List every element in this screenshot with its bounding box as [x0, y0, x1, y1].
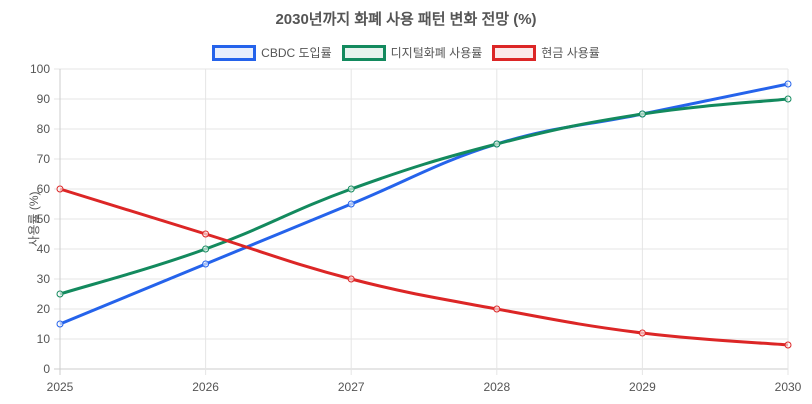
y-tick-label: 100: [30, 62, 50, 76]
y-tick-label: 40: [37, 242, 51, 256]
data-point-digital[interactable]: [56, 290, 64, 298]
legend-item-digital[interactable]: 디지털화폐 사용률: [341, 44, 483, 61]
legend-swatch-cbdc: [212, 44, 257, 61]
data-point-digital[interactable]: [784, 95, 792, 103]
x-tick-label: 2028: [483, 380, 510, 394]
data-point-cash[interactable]: [493, 305, 501, 313]
legend-item-cbdc[interactable]: CBDC 도입률: [212, 44, 332, 61]
x-tick-label: 2025: [47, 380, 74, 394]
data-point-digital[interactable]: [493, 140, 501, 148]
y-tick-label: 10: [37, 332, 51, 346]
data-point-cbdc[interactable]: [56, 320, 64, 328]
data-point-digital[interactable]: [347, 185, 355, 193]
legend: CBDC 도입률 디지털화폐 사용률 현금 사용률: [0, 44, 812, 61]
data-point-digital[interactable]: [638, 110, 646, 118]
data-point-cbdc[interactable]: [784, 80, 792, 88]
y-tick-label: 60: [37, 182, 51, 196]
data-point-cash[interactable]: [56, 185, 64, 193]
data-point-digital[interactable]: [202, 245, 210, 253]
y-tick-label: 70: [37, 152, 51, 166]
data-point-cash[interactable]: [202, 230, 210, 238]
y-tick-label: 50: [37, 212, 51, 226]
data-point-cash[interactable]: [638, 329, 646, 337]
data-point-cbdc[interactable]: [347, 200, 355, 208]
y-tick-label: 20: [37, 302, 51, 316]
legend-swatch-cash: [492, 44, 537, 61]
y-tick-label: 90: [37, 92, 51, 106]
series-line-digital: [59, 97, 789, 296]
legend-label-digital: 디지털화폐 사용률: [390, 46, 483, 60]
series-line-cash: [59, 187, 789, 347]
y-tick-label: 80: [37, 122, 51, 136]
x-tick-label: 2029: [629, 380, 656, 394]
legend-label-cash: 현금 사용률: [541, 46, 600, 60]
data-point-cbdc[interactable]: [202, 260, 210, 268]
data-point-cash[interactable]: [347, 275, 355, 283]
series-line-cbdc: [59, 82, 789, 326]
legend-item-cash[interactable]: 현금 사용률: [492, 44, 600, 61]
x-tick-label: 2027: [338, 380, 365, 394]
y-tick-label: 30: [37, 272, 51, 286]
chart-title: 2030년까지 화폐 사용 패턴 변화 전망 (%): [275, 11, 537, 28]
data-point-cash[interactable]: [784, 341, 792, 349]
y-tick-label: 0: [43, 362, 50, 376]
legend-swatch-digital: [341, 44, 386, 61]
legend-label-cbdc: CBDC 도입률: [261, 46, 332, 60]
x-tick-label: 2030: [775, 380, 802, 394]
x-tick-label: 2026: [192, 380, 219, 394]
